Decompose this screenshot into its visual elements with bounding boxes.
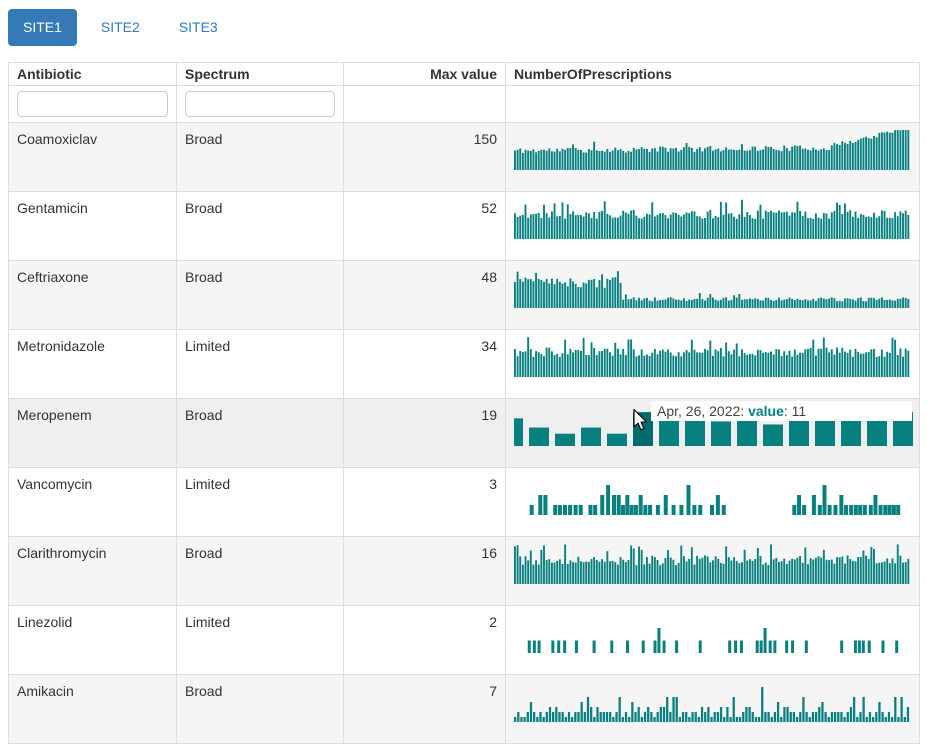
tooltip-series-label: value: [748, 403, 784, 419]
max-value-cell: 34: [343, 329, 506, 399]
spectrum-cell: Broad: [176, 398, 344, 468]
table-row-amikacin: Amikacin Broad 7: [8, 674, 920, 744]
spectrum-cell: Broad: [176, 191, 344, 261]
column-header-numberofprescriptions[interactable]: NumberOfPrescriptions: [505, 62, 920, 86]
antibiotic-cell: Vancomycin: [8, 467, 177, 537]
spectrum-cell: Broad: [176, 674, 344, 744]
antibiotics-table: Antibiotic Spectrum Max value NumberOfPresc…: [8, 62, 920, 744]
prescriptions-chart-cell[interactable]: [505, 605, 920, 675]
filter-row: [8, 85, 920, 123]
max-value-cell: 19: [343, 398, 506, 468]
prescriptions-sparkline[interactable]: [514, 613, 910, 653]
max-value-cell: 52: [343, 191, 506, 261]
table-row-meropenem: Meropenem Broad 19 Apr, 26, 2022: value: 11: [8, 398, 920, 468]
spectrum-cell: Broad: [176, 536, 344, 606]
antibiotic-cell: Metronidazole: [8, 329, 177, 399]
spectrum-cell: Limited: [176, 329, 344, 399]
antibiotic-cell: Coamoxiclav: [8, 122, 177, 192]
antibiotics-grid: Antibiotic Spectrum Max value NumberOfPresc…: [8, 62, 920, 744]
tab-site3[interactable]: SITE3: [178, 19, 218, 35]
prescriptions-chart-cell[interactable]: [505, 122, 920, 192]
max-value-cell: 150: [343, 122, 506, 192]
header-row: Antibiotic Spectrum Max value NumberOfPresc…: [8, 62, 920, 86]
max-value-cell: 7: [343, 674, 506, 744]
prescriptions-chart-cell[interactable]: [505, 674, 920, 744]
max-value-cell: 3: [343, 467, 506, 537]
filter-cell-spectrum: [176, 85, 344, 123]
sparkline-tooltip: Apr, 26, 2022: value: 11: [651, 401, 912, 421]
prescriptions-sparkline[interactable]: [514, 682, 910, 722]
table-row-linezolid: Linezolid Limited 2: [8, 605, 920, 675]
antibiotic-cell: Gentamicin: [8, 191, 177, 261]
prescriptions-sparkline[interactable]: [514, 130, 910, 170]
spectrum-cell: Limited: [176, 605, 344, 675]
prescriptions-sparkline[interactable]: [514, 475, 910, 515]
antibiotic-cell: Linezolid: [8, 605, 177, 675]
site-tabs: SITE1 SITE2 SITE3: [8, 9, 919, 46]
max-value-cell: 48: [343, 260, 506, 330]
spectrum-cell: Broad: [176, 122, 344, 192]
table-body: Coamoxiclav Broad 150 Gentamicin Broad 52 Ceft…: [8, 122, 920, 744]
table-row-clarithromycin: Clarithromycin Broad 16: [8, 536, 920, 606]
max-value-cell: 2: [343, 605, 506, 675]
tab-site1[interactable]: SITE1: [8, 9, 77, 46]
antibiotic-cell: Amikacin: [8, 674, 177, 744]
prescriptions-sparkline[interactable]: [514, 199, 910, 239]
table-row-metronidazole: Metronidazole Limited 34: [8, 329, 920, 399]
prescriptions-chart-cell[interactable]: [505, 467, 920, 537]
prescriptions-sparkline[interactable]: [514, 337, 910, 377]
prescriptions-sparkline[interactable]: [514, 544, 910, 584]
prescriptions-chart-cell[interactable]: [505, 329, 920, 399]
prescriptions-chart-cell[interactable]: [505, 536, 920, 606]
antibiotic-cell: Ceftriaxone: [8, 260, 177, 330]
table-row-gentamicin: Gentamicin Broad 52: [8, 191, 920, 261]
filter-cell-numberofprescriptions: [505, 85, 920, 123]
prescriptions-chart-cell[interactable]: [505, 191, 920, 261]
column-header-max-value[interactable]: Max value: [343, 62, 506, 86]
filter-cell-antibiotic: [8, 85, 177, 123]
tab-site2[interactable]: SITE2: [100, 19, 140, 35]
prescriptions-chart-cell[interactable]: Apr, 26, 2022: value: 11: [505, 398, 920, 468]
spectrum-cell: Limited: [176, 467, 344, 537]
table-row-coamoxiclav: Coamoxiclav Broad 150: [8, 122, 920, 192]
tooltip-value: : 11: [783, 403, 807, 419]
filter-input-antibiotic[interactable]: [17, 91, 168, 117]
spectrum-cell: Broad: [176, 260, 344, 330]
column-header-spectrum[interactable]: Spectrum: [176, 62, 344, 86]
max-value-cell: 16: [343, 536, 506, 606]
filter-cell-max-value: [343, 85, 506, 123]
column-header-antibiotic[interactable]: Antibiotic: [8, 62, 177, 86]
prescriptions-chart-cell[interactable]: [505, 260, 920, 330]
antibiotic-cell: Meropenem: [8, 398, 177, 468]
antibiotic-cell: Clarithromycin: [8, 536, 177, 606]
filter-input-spectrum[interactable]: [185, 91, 335, 117]
table-row-vancomycin: Vancomycin Limited 3: [8, 467, 920, 537]
tooltip-date: Apr, 26, 2022:: [657, 403, 749, 419]
prescriptions-sparkline[interactable]: [514, 268, 910, 308]
table-row-ceftriaxone: Ceftriaxone Broad 48: [8, 260, 920, 330]
